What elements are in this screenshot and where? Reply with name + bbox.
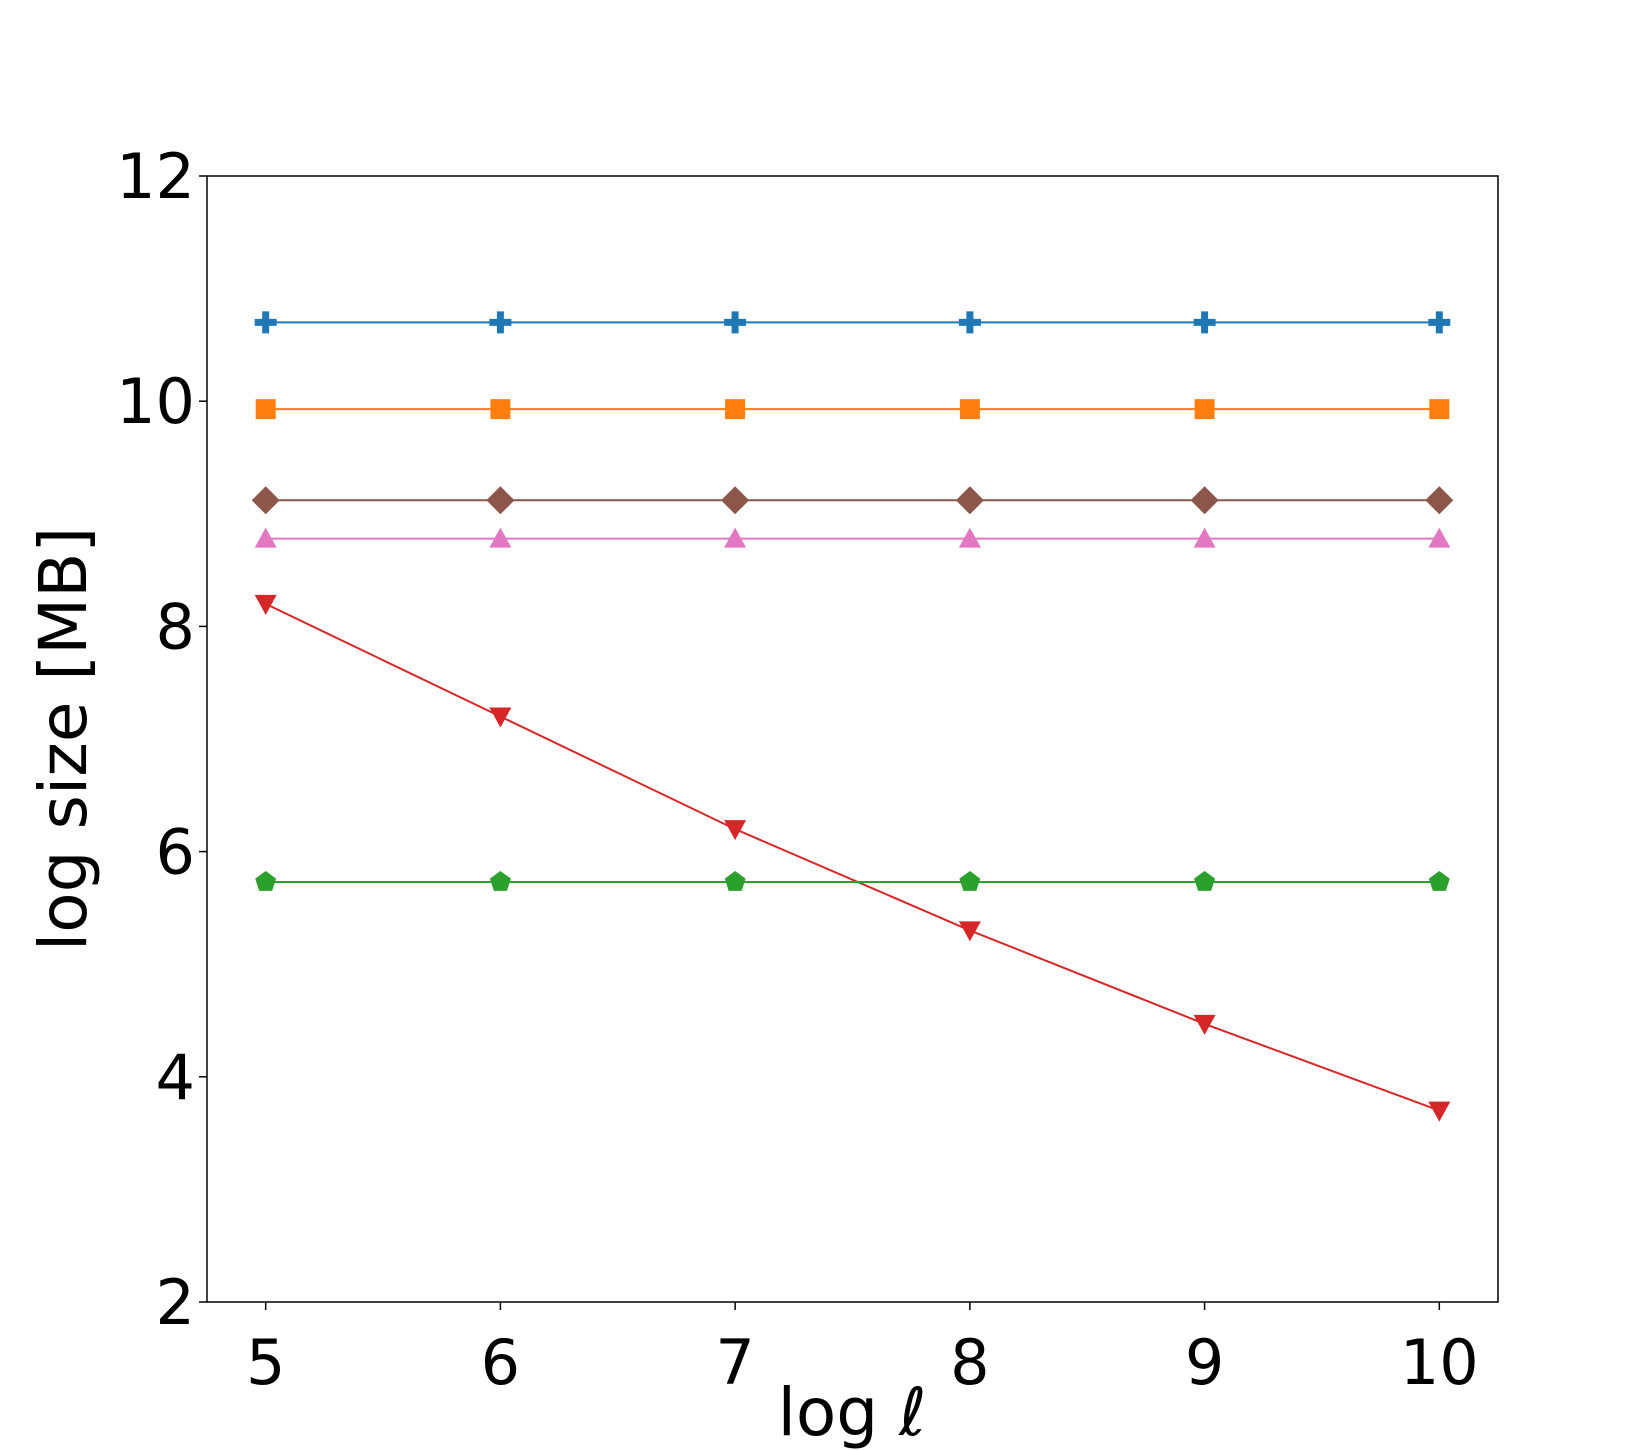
data-point-triangle-down [958, 921, 981, 942]
series-line [265, 602, 1440, 1112]
y-tick-label: 2 [156, 1266, 195, 1339]
series-plus [254, 311, 1451, 334]
data-point-diamond [721, 486, 750, 515]
data-point-triangle-down [254, 594, 277, 615]
y-tick-label: 6 [156, 816, 195, 889]
data-point-pentagon [1428, 871, 1450, 891]
data-point-triangle-down [1193, 1014, 1216, 1035]
data-point-pentagon [724, 871, 746, 891]
series-pentagon [255, 871, 1450, 891]
data-point-triangle-down [489, 707, 512, 728]
data-point-plus [724, 311, 747, 334]
x-tick-label: 10 [1400, 1326, 1479, 1399]
series-triangle-down [254, 594, 1451, 1122]
x-tick-label: 6 [481, 1326, 520, 1399]
data-point-triangle-down [1428, 1101, 1451, 1122]
data-point-triangle-up [254, 527, 277, 548]
data-point-diamond [486, 486, 515, 515]
data-point-pentagon [1194, 871, 1216, 891]
series-layer [251, 311, 1454, 1122]
y-tick-label: 8 [156, 590, 195, 663]
x-axis-label: log ℓ [778, 1374, 927, 1450]
data-point-plus [254, 311, 277, 334]
data-point-triangle-up [958, 527, 981, 548]
data-point-pentagon [489, 871, 511, 891]
data-point-diamond [955, 486, 984, 515]
y-axis-label: log size [MB] [25, 527, 102, 951]
x-tick-label: 9 [1185, 1326, 1224, 1399]
y-tick-label: 4 [156, 1041, 195, 1114]
data-point-pentagon [959, 871, 981, 891]
plot-area [207, 176, 1498, 1302]
y-tick-label: 12 [116, 140, 195, 213]
series-square [255, 399, 1450, 420]
series-diamond [251, 486, 1454, 515]
data-point-plus [1428, 311, 1451, 334]
data-point-square [1429, 399, 1450, 420]
data-point-triangle-up [724, 527, 747, 548]
data-point-plus [489, 311, 512, 334]
data-point-plus [1193, 311, 1216, 334]
data-point-diamond [1190, 486, 1219, 515]
data-point-square [725, 399, 746, 420]
data-point-pentagon [255, 871, 277, 891]
x-tick-label: 8 [950, 1326, 989, 1399]
x-tick-label: 7 [715, 1326, 754, 1399]
data-point-square [1194, 399, 1215, 420]
data-point-diamond [1425, 486, 1454, 515]
data-point-triangle-up [1193, 527, 1216, 548]
series-triangle-up [254, 527, 1451, 548]
data-point-triangle-up [489, 527, 512, 548]
x-axis-ticks: 5 6 7 8 9 10 [246, 1302, 1479, 1399]
data-point-plus [958, 311, 981, 334]
x-tick-label: 5 [246, 1326, 285, 1399]
data-point-triangle-down [724, 820, 747, 841]
data-point-triangle-up [1428, 527, 1451, 548]
data-point-diamond [251, 486, 280, 515]
plot-frame [206, 175, 1499, 1303]
data-point-square [255, 399, 276, 420]
y-tick-label: 10 [116, 365, 195, 438]
y-axis-ticks: 2 4 6 8 10 12 [116, 140, 207, 1339]
data-point-square [490, 399, 511, 420]
data-point-square [959, 399, 980, 420]
